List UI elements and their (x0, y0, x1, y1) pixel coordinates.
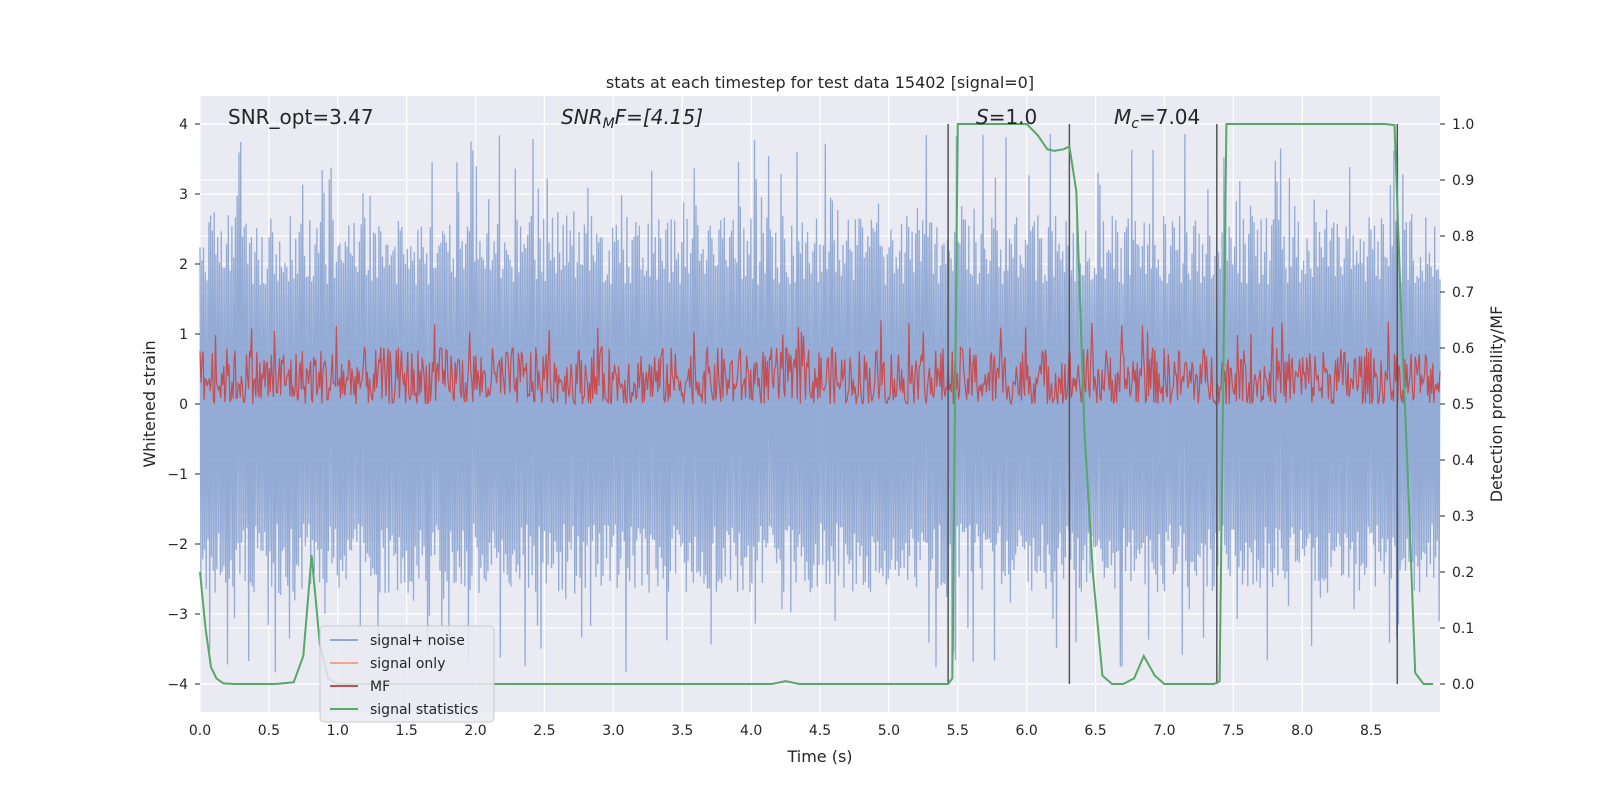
x-tick-label: 8.0 (1291, 723, 1313, 739)
y-tick-label: 1 (179, 327, 188, 343)
annotation-s: S=1.0 (976, 105, 1037, 129)
signal-statistics-series (199, 123, 1434, 685)
noise-line (199, 133, 1441, 673)
y-tick-label: 3 (179, 187, 188, 203)
statistics-line (199, 123, 1434, 685)
y2-tick-label: 1.0 (1452, 117, 1474, 133)
annotation-snr-mf-prefix: SNR (561, 105, 603, 129)
legend: signal+ noise signal only MF signal stat… (319, 625, 495, 723)
annotation-mc-sub: c (1131, 116, 1139, 132)
annotation-snr-mf-sub: M (603, 116, 615, 132)
legend-box (319, 625, 495, 723)
x-tick-label: 4.0 (740, 723, 762, 739)
y2-tick-label: 0.7 (1452, 285, 1474, 301)
x-tick-label: 4.5 (809, 723, 831, 739)
x-tick-label: 1.0 (327, 723, 349, 739)
x-tick-label: 5.0 (878, 723, 900, 739)
y2-tick-label: 0.4 (1452, 453, 1474, 469)
legend-label-mf: MF (370, 679, 390, 695)
y-axis-label: Whitened strain (140, 340, 159, 467)
x-tick-label: 8.5 (1360, 723, 1382, 739)
x-tick-label: 3.0 (602, 723, 624, 739)
annotation-s-italic: S (976, 105, 989, 129)
x-axis-ticks: 0.0 0.5 1.0 1.5 2.0 2.5 3.0 3.5 4.0 4.5 5.0 5.5 6.0 6… (189, 723, 1382, 739)
x-tick-label: 0.5 (258, 723, 280, 739)
y2-tick-label: 0.5 (1452, 397, 1474, 413)
annotation-snr-mf: SNRMF=[4.15] (561, 105, 703, 132)
y2-tick-label: 0.1 (1452, 621, 1474, 637)
y-tick-label: 2 (179, 257, 188, 273)
y2-tick-label: 0.6 (1452, 341, 1474, 357)
x-tick-label: 6.5 (1084, 723, 1106, 739)
annotation-snr-opt: SNR_opt=3.47 (228, 105, 374, 129)
y2-axis-ticks: 1.0 0.9 0.8 0.7 0.6 0.5 0.4 0.3 0.2 0.1 0.0 (1440, 117, 1474, 693)
x-tick-label: 2.5 (533, 723, 555, 739)
legend-label-signal-only: signal only (370, 656, 445, 672)
x-axis-label: Time (s) (786, 747, 852, 766)
annotation-snr-mf-suffix: F=[4.15] (615, 105, 703, 129)
mf-series (199, 320, 1441, 406)
x-tick-label: 5.5 (947, 723, 969, 739)
x-tick-label: 7.5 (1222, 723, 1244, 739)
chart-title: stats at each timestep for test data 154… (606, 73, 1034, 92)
y-tick-label: −1 (167, 467, 188, 483)
legend-label-statistics: signal statistics (370, 702, 478, 718)
y2-tick-label: 0.0 (1452, 677, 1474, 693)
legend-label-noise: signal+ noise (370, 633, 465, 649)
x-tick-label: 0.0 (189, 723, 211, 739)
y2-tick-label: 0.3 (1452, 509, 1474, 525)
annotation-mc: Mc=7.04 (1114, 105, 1200, 132)
annotation-s-value: =1.0 (989, 105, 1038, 129)
x-tick-label: 6.0 (1016, 723, 1038, 739)
y-tick-label: −4 (167, 677, 188, 693)
signal-noise-series (199, 133, 1441, 673)
y2-tick-label: 0.9 (1452, 173, 1474, 189)
x-tick-label: 3.5 (671, 723, 693, 739)
y-axis-ticks: 4 3 2 1 0 −1 −2 −3 −4 (167, 117, 200, 693)
y-tick-label: 4 (179, 117, 188, 133)
x-tick-label: 1.5 (396, 723, 418, 739)
y-tick-label: −3 (167, 607, 188, 623)
y-tick-label: −2 (167, 537, 188, 553)
x-tick-label: 7.0 (1153, 723, 1175, 739)
mf-line (199, 320, 1441, 406)
y-tick-label: 0 (179, 397, 188, 413)
annotation-mc-value: =7.04 (1139, 105, 1200, 129)
x-tick-label: 2.0 (464, 723, 486, 739)
y2-tick-label: 0.2 (1452, 565, 1474, 581)
annotation-mc-italic: M (1114, 105, 1131, 129)
y2-tick-label: 0.8 (1452, 229, 1474, 245)
y2-axis-label: Detection probability/MF (1487, 306, 1506, 503)
